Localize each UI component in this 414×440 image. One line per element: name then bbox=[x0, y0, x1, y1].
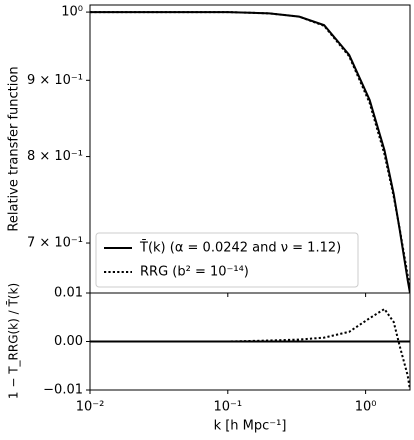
y-tick-label: 0.01 bbox=[54, 286, 83, 301]
y-tick-label: 10⁰ bbox=[61, 5, 83, 20]
legend-label: RRG (b² = 10⁻¹⁴) bbox=[140, 265, 249, 280]
y-tick-label: 8 × 10⁻¹ bbox=[27, 149, 83, 164]
series-line bbox=[90, 307, 410, 390]
x-tick-label: 10⁻¹ bbox=[213, 400, 242, 415]
legend-label: T̄(k) (α = 0.0242 and ν = 1.12) bbox=[139, 240, 341, 255]
y-tick-label: 9 × 10⁻¹ bbox=[27, 73, 83, 88]
y-tick-label: 7 × 10⁻¹ bbox=[27, 236, 83, 251]
y-tick-label: −0.01 bbox=[43, 383, 83, 398]
x-tick-label: 10⁻² bbox=[76, 400, 105, 415]
y-tick-label: 0.00 bbox=[54, 334, 83, 349]
y-axis-label: Relative transfer function bbox=[7, 66, 22, 231]
legend-box bbox=[95, 232, 359, 288]
x-axis-label: k [h Mpc⁻¹] bbox=[214, 419, 287, 434]
series-line bbox=[90, 11, 410, 288]
plot-frame bbox=[89, 292, 411, 391]
y-axis-label: 1 − T_RRG(k) / T̄(k) bbox=[6, 283, 20, 399]
x-tick-label: 10⁰ bbox=[355, 400, 377, 415]
